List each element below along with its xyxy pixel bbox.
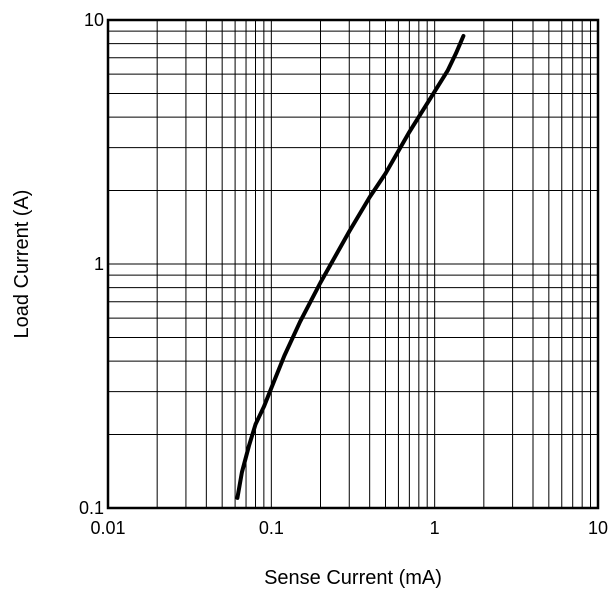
x-tick-label: 1: [430, 518, 440, 538]
x-tick-label: 10: [588, 518, 608, 538]
y-tick-labels: 0.1 1 10: [79, 10, 104, 518]
x-tick-label: 0.1: [259, 518, 284, 538]
y-tick-label: 10: [84, 10, 104, 30]
y-axis-label: Load Current (A): [11, 190, 33, 339]
grid: [108, 20, 598, 508]
y-tick-label: 0.1: [79, 498, 104, 518]
series-line: [235, 34, 466, 500]
x-tick-labels: 0.01 0.1 1 10: [90, 518, 608, 538]
plot-frame: [106, 18, 600, 510]
x-axis-label: Sense Current (mA): [264, 567, 442, 589]
y-tick-label: 1: [94, 254, 104, 274]
x-tick-label: 0.01: [90, 518, 125, 538]
